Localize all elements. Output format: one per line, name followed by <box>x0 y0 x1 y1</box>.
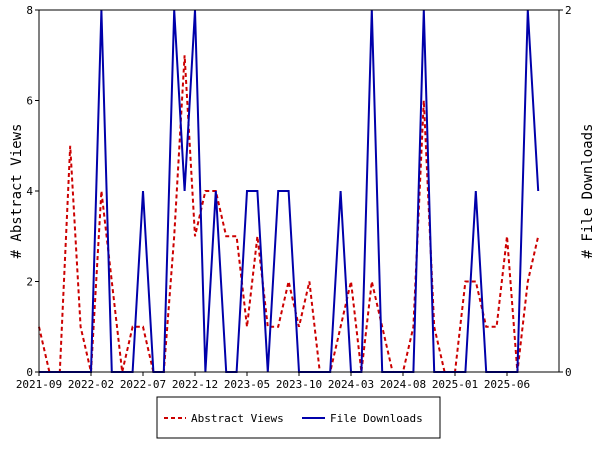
y-left-tick-label: 6 <box>26 95 33 108</box>
y-right-tick-label: 2 <box>565 4 572 17</box>
x-axis: 2021-09 2022-02 2022-07 2022-12 2023-05 2023-… <box>16 372 530 391</box>
series-line-abstract-views <box>38 55 540 373</box>
y-left-tick-label: 4 <box>26 185 33 198</box>
y-left-axis: 0 2 4 6 8 <box>26 4 39 379</box>
plot-frame <box>38 9 560 373</box>
y-left-axis-title: # Abstract Views <box>9 124 25 259</box>
plot-lines <box>38 9 540 373</box>
y-right-axis: 02 <box>559 4 572 379</box>
series-line-file-downloads <box>39 9 540 373</box>
x-tick-label: 2021-09 <box>16 378 62 391</box>
legend-box <box>156 396 441 439</box>
x-tick-label: 2023-05 <box>224 378 270 391</box>
x-tick-label: 2023-10 <box>276 378 322 391</box>
y-right-tick-label: 0 <box>565 366 572 379</box>
x-tick-label: 2025-01 <box>432 378 478 391</box>
x-tick-label: 2022-07 <box>120 378 166 391</box>
x-tick-label: 2022-02 <box>68 378 114 391</box>
legend: Abstract Views File Downloads <box>156 396 441 439</box>
legend-label-file-downloads: File Downloads <box>330 412 423 425</box>
x-tick-label: 2024-03 <box>328 378 374 391</box>
legend-label-abstract-views: Abstract Views <box>191 412 284 425</box>
x-tick-label: 2025-06 <box>484 378 530 391</box>
y-left-tick-label: 8 <box>26 4 33 17</box>
y-right-axis-title: # File Downloads <box>580 124 596 259</box>
y-left-tick-label: 2 <box>26 276 33 289</box>
x-tick-label: 2024-08 <box>380 378 426 391</box>
x-tick-label: 2022-12 <box>172 378 218 391</box>
y-left-tick-label: 0 <box>26 366 33 379</box>
